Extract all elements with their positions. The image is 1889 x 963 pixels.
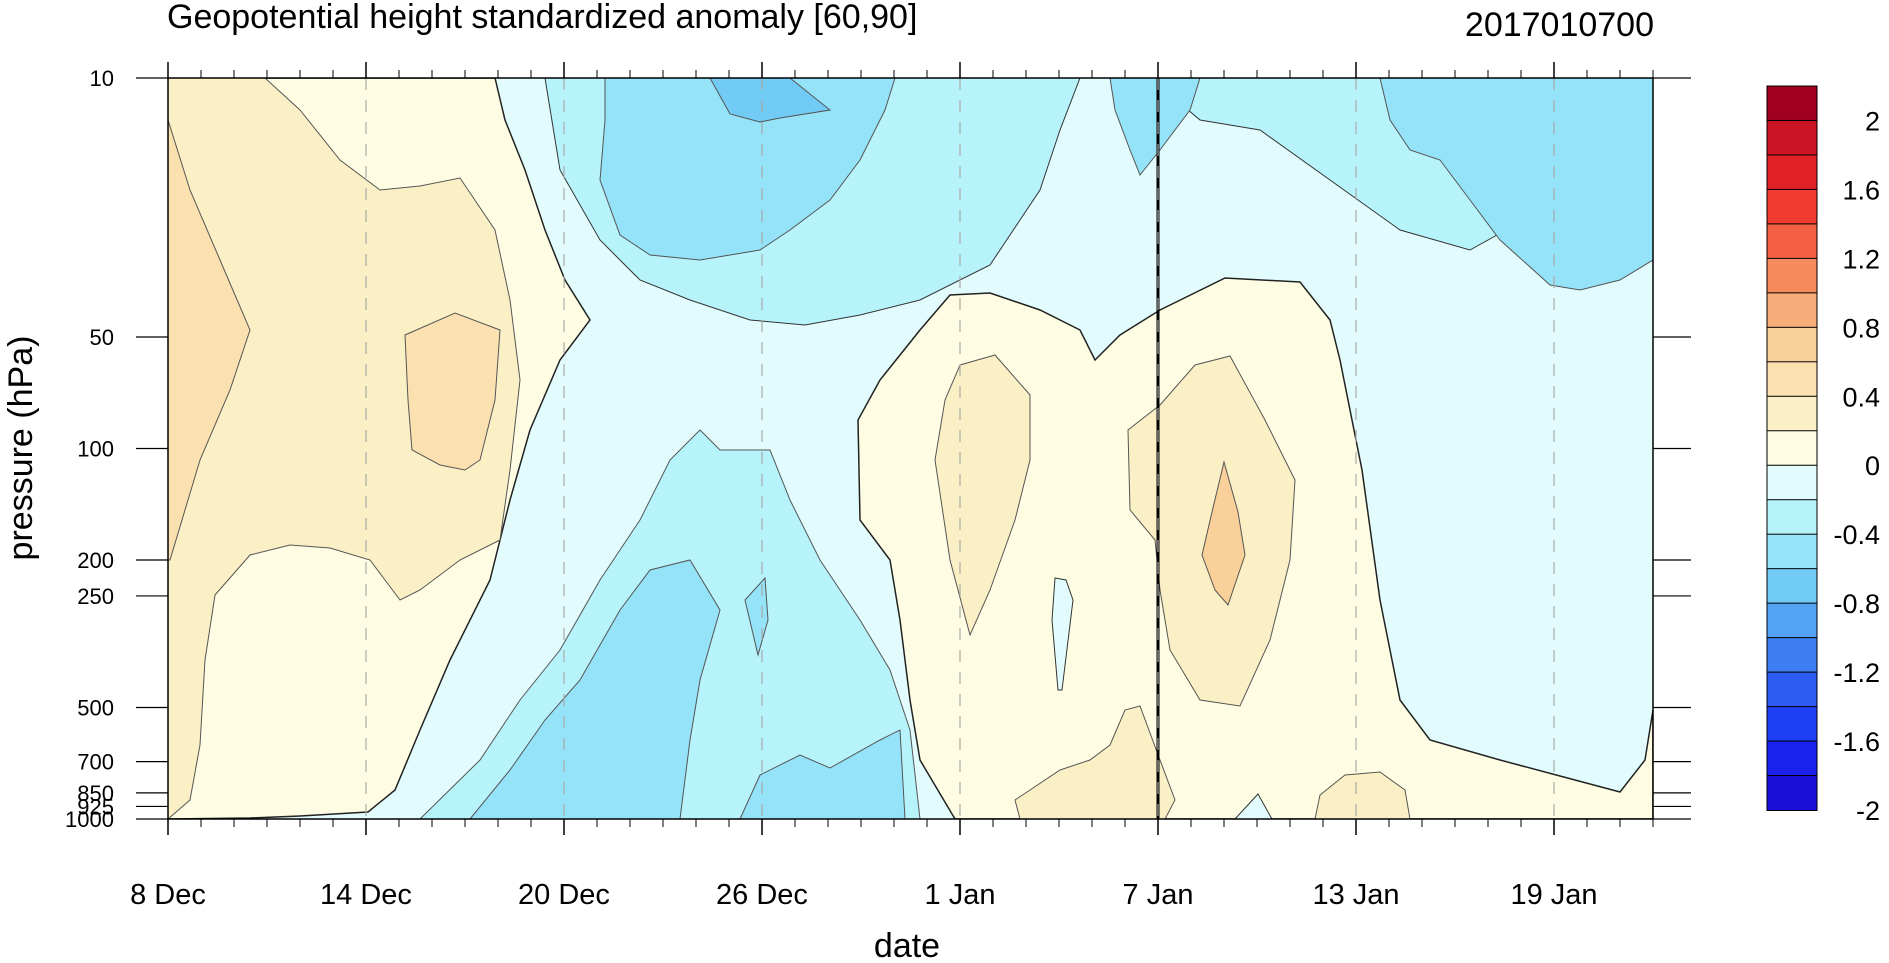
x-tick-label: 8 Dec xyxy=(130,879,206,911)
contour-region-negative-sliver-9jan xyxy=(1234,793,1273,819)
x-tick-label: 13 Jan xyxy=(1312,879,1399,911)
colorbar-swatch xyxy=(1766,361,1818,398)
x-tick-label: 7 Jan xyxy=(1123,879,1194,911)
contour-region-negative-upper-right xyxy=(1379,78,1653,291)
y-tick-label: 850 xyxy=(77,781,114,806)
colorbar-swatch xyxy=(1766,671,1818,708)
colorbar: 2 1.6 1.2 0.8 0.4 0 -0.4 -0.8 -1.2 -1.6 -2 xyxy=(1766,85,1880,826)
colorbar-swatch xyxy=(1766,533,1818,570)
chart-date-label: 2017010700 xyxy=(1465,6,1654,44)
colorbar-swatch xyxy=(1766,154,1818,191)
colorbar-swatch xyxy=(1766,637,1818,674)
colorbar-swatch xyxy=(1766,464,1818,501)
contour-region-negative-7jan-top xyxy=(1109,78,1201,176)
colorbar-label: 1.6 xyxy=(1842,175,1880,205)
contour-region-positive-mid-blob xyxy=(404,312,501,471)
contour-region-positive-bottom-center xyxy=(1014,705,1176,819)
colorbar-label: 0.8 xyxy=(1842,313,1880,343)
y-tick-label: 10 xyxy=(90,66,114,91)
y-tick-label: 50 xyxy=(90,325,114,350)
colorbar-swatch xyxy=(1766,430,1818,467)
colorbar-swatch xyxy=(1766,395,1818,432)
contour-region-positive-center-left xyxy=(934,354,1031,637)
colorbar-label: -0.8 xyxy=(1833,589,1880,619)
contour-region-negative-lower-moderate xyxy=(469,559,721,819)
x-tick-label: 1 Jan xyxy=(925,879,996,911)
colorbar-label: 0.4 xyxy=(1842,382,1880,412)
colorbar-label: -0.4 xyxy=(1833,520,1880,550)
vertical-gridlines xyxy=(365,78,1555,819)
y-tick-label: 925 xyxy=(77,794,114,819)
y-tick-label: 700 xyxy=(77,750,114,775)
colorbar-swatch xyxy=(1766,602,1818,639)
x-axis-ticks: 8 Dec 14 Dec 20 Dec 26 Dec 1 Jan 7 Jan 13 Jan 1… xyxy=(130,62,1654,911)
colorbar-label: -2 xyxy=(1856,796,1880,826)
x-axis-label: date xyxy=(874,927,940,963)
colorbar-swatch xyxy=(1766,568,1818,605)
y-tick-label: 100 xyxy=(77,437,114,462)
colorbar-label: -1.2 xyxy=(1833,658,1880,688)
colorbar-swatch xyxy=(1766,499,1818,536)
colorbar-label: 0 xyxy=(1865,451,1880,481)
chart-title: Geopotential height standardized anomaly… xyxy=(167,0,917,36)
contour-region-negative-upper xyxy=(599,78,896,261)
x-tick-label: 20 Dec xyxy=(518,879,610,911)
contour-region-positive-bottom-right xyxy=(1314,771,1411,819)
contour-region-negative-sliver-5jan xyxy=(1051,577,1074,691)
x-tick-label: 14 Dec xyxy=(320,879,412,911)
contour-region-negative-upper-core xyxy=(709,78,832,123)
y-tick-label: 200 xyxy=(77,548,114,573)
y-tick-label: 1000 xyxy=(65,807,114,832)
x-tick-label: 26 Dec xyxy=(716,879,808,911)
colorbar-swatch xyxy=(1766,85,1818,122)
colorbar-swatch xyxy=(1766,326,1818,363)
colorbar-swatch xyxy=(1766,292,1818,329)
contour-region-negative-lower-core xyxy=(739,729,906,819)
colorbar-label: 1.2 xyxy=(1842,244,1880,274)
colorbar-swatch xyxy=(1766,775,1818,811)
y-tick-label: 500 xyxy=(77,695,114,720)
y-axis-label: pressure (hPa) xyxy=(2,336,40,561)
contour-fill xyxy=(168,78,1653,819)
colorbar-swatch xyxy=(1766,257,1818,294)
colorbar-swatch xyxy=(1766,740,1818,777)
y-tick-label: 250 xyxy=(77,584,114,609)
colorbar-swatch xyxy=(1766,223,1818,260)
x-tick-label: 19 Jan xyxy=(1510,879,1597,911)
colorbar-label: -1.6 xyxy=(1833,727,1880,757)
colorbar-swatch xyxy=(1766,706,1818,743)
colorbar-swatch xyxy=(1766,188,1818,225)
contour-region-positive-peak xyxy=(1201,460,1246,606)
contour-region-positive-left-moderate xyxy=(168,78,521,819)
colorbar-swatch xyxy=(1766,119,1818,156)
colorbar-label: 2 xyxy=(1865,106,1880,136)
